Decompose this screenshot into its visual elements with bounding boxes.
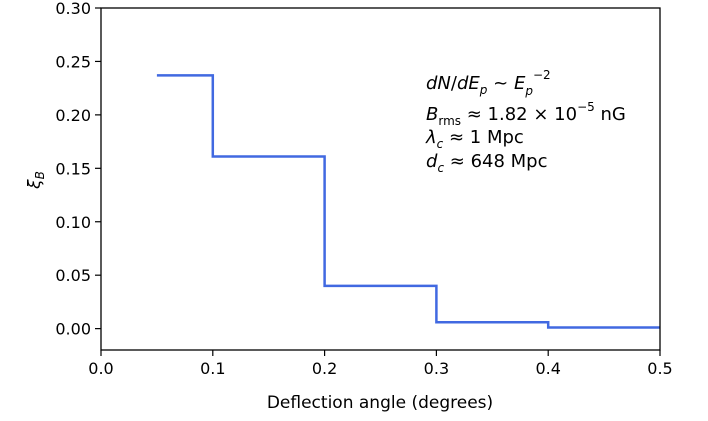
x-tick-label: 0.4 (535, 359, 560, 378)
y-tick-label: 0.00 (55, 320, 91, 339)
x-tick-label: 0.5 (647, 359, 672, 378)
annotation-box: dN/dEp ~ Ep−2 Brms ≈ 1.82 × 10−5 nG λc ≈… (425, 68, 626, 175)
y-axis-label: ξB (25, 171, 47, 190)
ticks: 0.0 0.1 0.2 0.3 0.4 0.5 0.00 0.05 0.10 0.15 0.20 0.… (55, 0, 672, 378)
y-tick-label: 0.30 (55, 0, 91, 18)
y-tick-label: 0.15 (55, 159, 91, 178)
y-tick-label: 0.20 (55, 106, 91, 125)
annotation-spectrum: dN/dEp ~ Ep−2 (426, 68, 551, 98)
y-tick-label: 0.05 (55, 266, 91, 285)
y-tick-label: 0.25 (55, 52, 91, 71)
y-tick-label: 0.10 (55, 213, 91, 232)
x-tick-label: 0.2 (312, 359, 337, 378)
x-tick-label: 0.1 (200, 359, 225, 378)
annotation-brms: Brms ≈ 1.82 × 10−5 nG (426, 100, 626, 128)
series-line (156, 74, 660, 329)
annotation-distance: dc ≈ 648 Mpc (426, 151, 548, 175)
x-axis-label: Deflection angle (degrees) (267, 393, 493, 413)
x-tick-label: 0.0 (88, 359, 113, 378)
plot-frame (100, 7, 661, 351)
annotation-lambda: λc ≈ 1 Mpc (425, 127, 524, 151)
x-tick-label: 0.3 (424, 359, 449, 378)
